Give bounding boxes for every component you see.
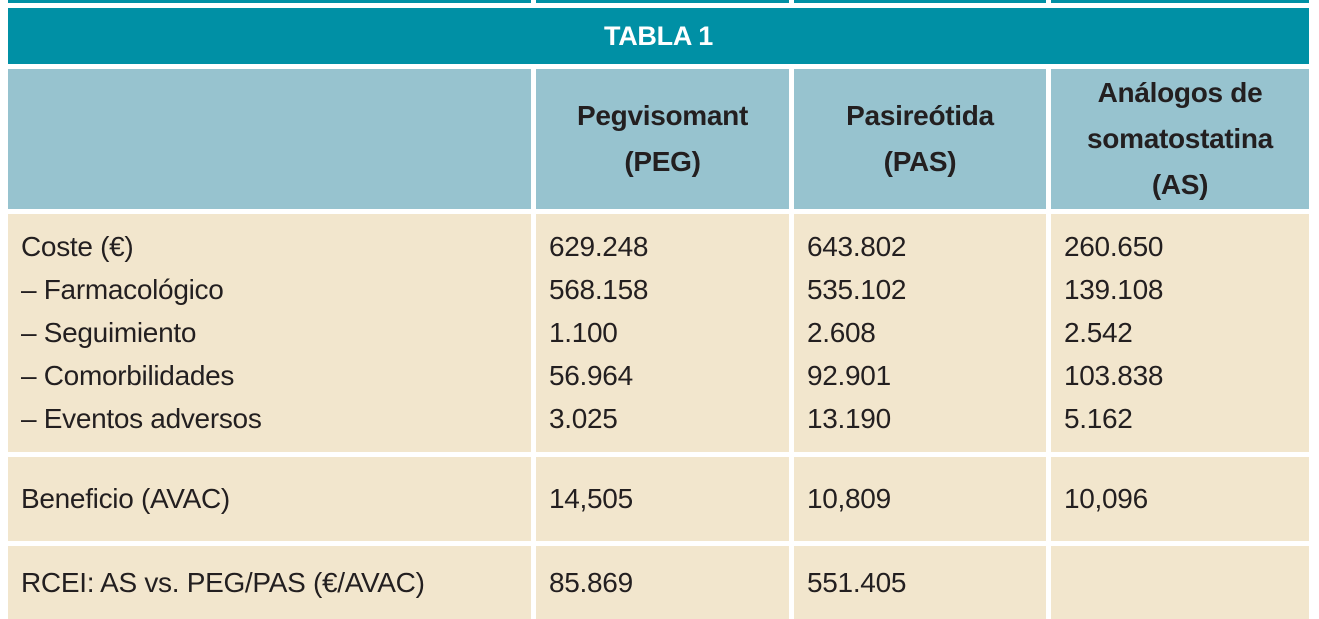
cell-value: 103.838 [1064,360,1164,391]
cell-value: 14,505 [536,457,789,541]
header-line: somatostatina [1087,123,1273,154]
rcei-row: RCEI: AS vs. PEG/PAS (€/AVAC) 85.869 551… [8,546,1309,619]
cell-value: 56.964 [549,360,633,391]
cell-value: 2.542 [1064,317,1133,348]
cell-value: 643.802 [807,231,907,262]
header-line: (PEG) [624,146,701,177]
cost-as-cell: 260.650 139.108 2.542 103.838 5.162 [1051,214,1309,452]
top-rule-segment [536,0,789,3]
top-rule-segment [794,0,1046,3]
cell-value [1051,546,1309,619]
header-line: Pasireótida [846,100,994,131]
header-line: Análogos de [1097,77,1263,108]
header-empty-cell [8,69,531,209]
row-label: – Eventos adversos [21,403,262,434]
tabla-1: TABLA 1 Pegvisomant (PEG) Pasireótida (P… [3,0,1314,619]
cell-value: 13.190 [807,403,891,434]
header-pasireotida: Pasireótida (PAS) [794,69,1046,209]
table-title: TABLA 1 [8,8,1309,64]
cell-value: 1.100 [549,317,618,348]
row-label: Coste (€) [21,231,134,262]
header-line: (AS) [1151,169,1209,200]
row-label: Beneficio (AVAC) [8,457,531,541]
header-line: (PAS) [883,146,957,177]
row-label: – Seguimiento [21,317,197,348]
top-rule-segment [8,0,531,3]
cell-value: 535.102 [807,274,907,305]
cell-value: 92.901 [807,360,891,391]
header-analogos-somatostatina: Análogos de somatostatina (AS) [1051,69,1309,209]
cell-value: 10,096 [1051,457,1309,541]
cost-labels-cell: Coste (€) – Farmacológico – Seguimiento … [8,214,531,452]
header-line: Pegvisomant [577,100,748,131]
cell-value: 2.608 [807,317,876,348]
top-rule-segment [1051,0,1309,3]
cell-value: 5.162 [1064,403,1133,434]
top-rule-row [8,0,1309,3]
cost-pas-cell: 643.802 535.102 2.608 92.901 13.190 [794,214,1046,452]
row-label: – Farmacológico [21,274,224,305]
cost-row: Coste (€) – Farmacológico – Seguimiento … [8,214,1309,452]
cell-value: 551.405 [794,546,1046,619]
cell-value: 85.869 [536,546,789,619]
cell-value: 568.158 [549,274,649,305]
column-header-row: Pegvisomant (PEG) Pasireótida (PAS) Anál… [8,69,1309,209]
beneficio-row: Beneficio (AVAC) 14,505 10,809 10,096 [8,457,1309,541]
cell-value: 260.650 [1064,231,1164,262]
cell-value: 3.025 [549,403,618,434]
row-label: – Comorbilidades [21,360,235,391]
cell-value: 629.248 [549,231,649,262]
row-label: RCEI: AS vs. PEG/PAS (€/AVAC) [8,546,531,619]
cell-value: 139.108 [1064,274,1164,305]
header-pegvisomant: Pegvisomant (PEG) [536,69,789,209]
title-row: TABLA 1 [8,8,1309,64]
cell-value: 10,809 [794,457,1046,541]
cost-peg-cell: 629.248 568.158 1.100 56.964 3.025 [536,214,789,452]
